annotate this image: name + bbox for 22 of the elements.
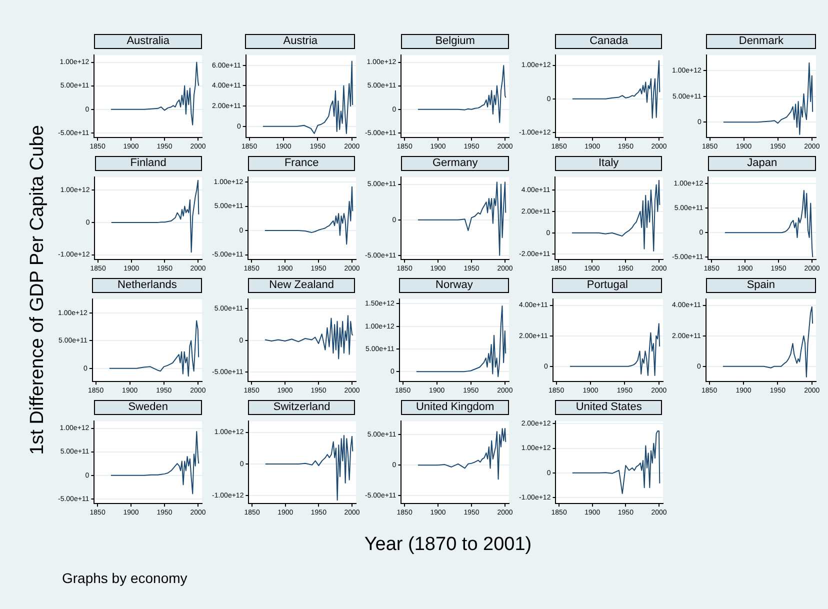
chart-title: Spain: [706, 278, 816, 293]
chart-title: United States: [555, 400, 662, 415]
chart-title: Australia: [94, 34, 202, 49]
chart-title: Switzerland: [248, 400, 356, 415]
chart-title: Portugal: [552, 278, 662, 293]
chart-title: France: [248, 156, 356, 171]
chart-title: Finland: [94, 156, 202, 171]
chart-title: Japan: [708, 156, 816, 171]
chart-title: Austria: [245, 34, 356, 49]
chart-title: Netherlands: [92, 278, 202, 293]
chart-title: United Kingdom: [401, 400, 509, 415]
text: Year (1870 to 2001): [364, 534, 532, 556]
chart-title: New Zealand: [248, 278, 356, 293]
chart-title: Belgium: [401, 34, 509, 49]
chart-title: Germany: [401, 156, 509, 171]
chart-title: Italy: [554, 156, 662, 171]
text: Graphs by economy: [62, 570, 188, 586]
chart-title: Canada: [555, 34, 662, 49]
text: 1st Difference of GDP Per Capita Cube: [27, 125, 49, 455]
chart-title: Denmark: [706, 34, 816, 49]
chart-title: Norway: [399, 278, 509, 293]
chart-title: Sweden: [94, 400, 202, 415]
